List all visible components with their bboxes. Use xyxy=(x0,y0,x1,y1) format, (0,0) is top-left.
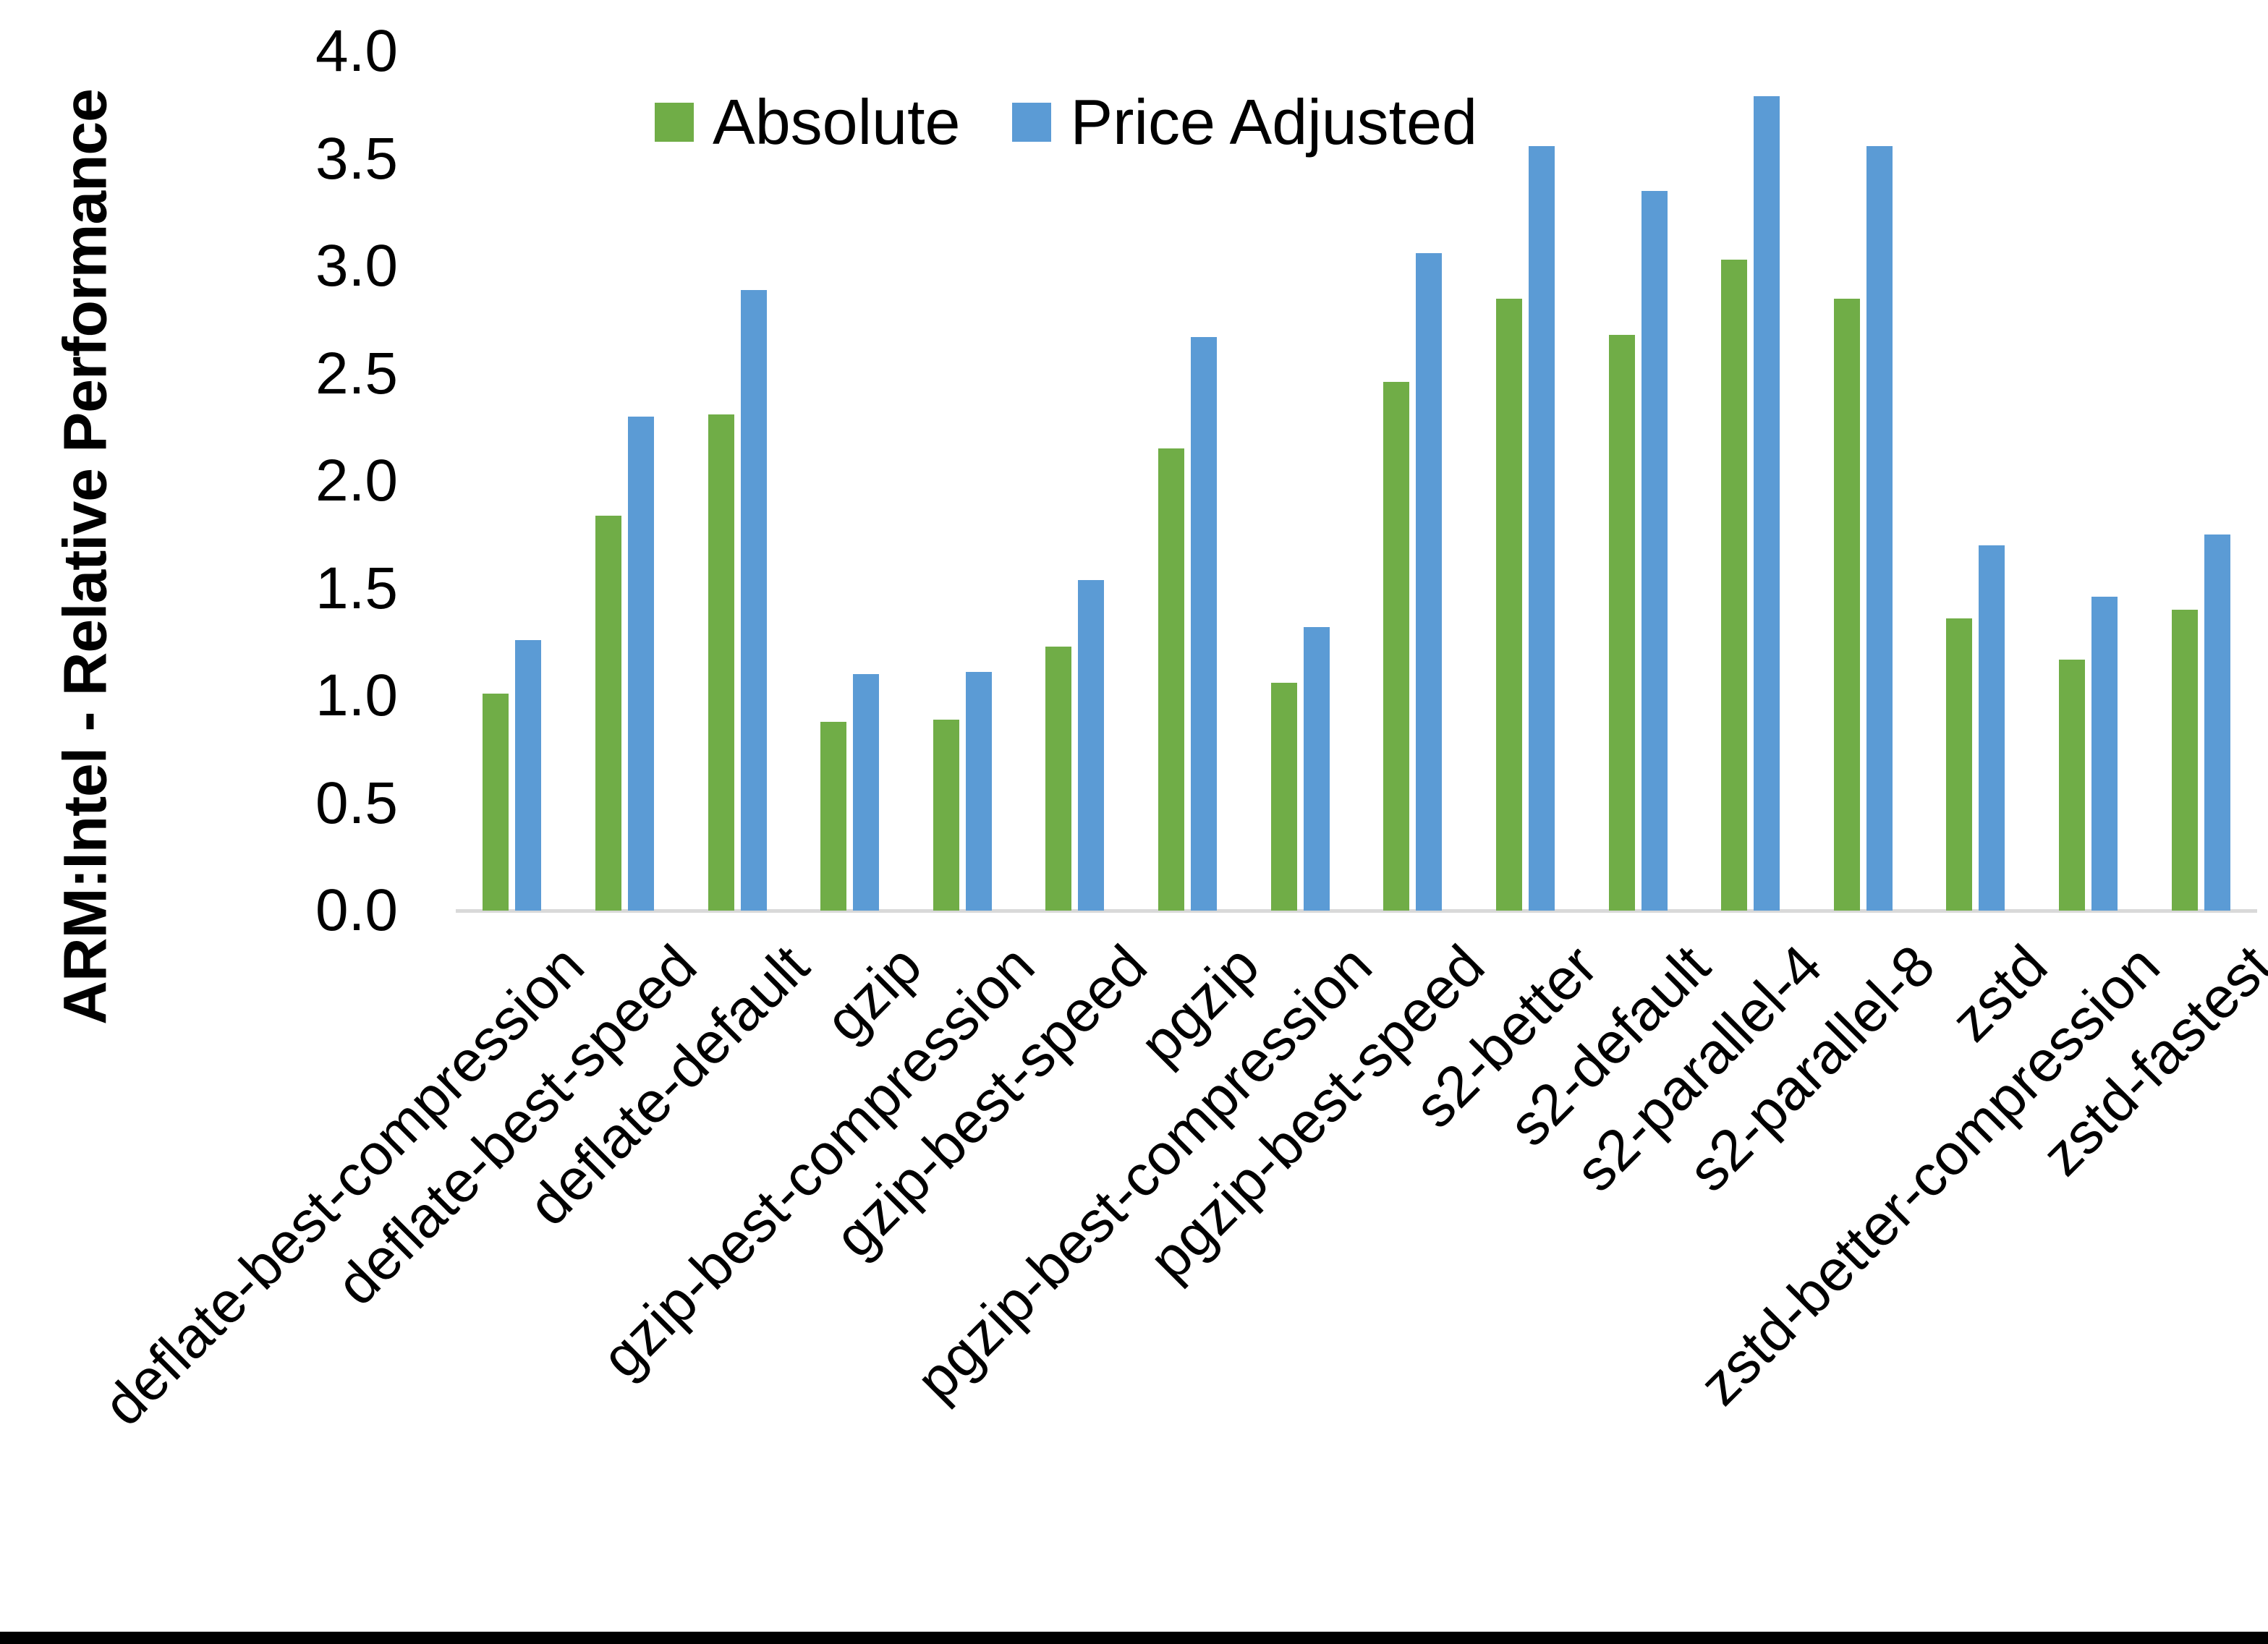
y-tick-label-1.5: 1.5 xyxy=(315,555,398,621)
bar-price-adjusted-pgzip-best-compression xyxy=(1303,626,1330,911)
bar-absolute-deflate-best-speed xyxy=(595,515,621,911)
y-tick-label-0.0: 0.0 xyxy=(315,877,398,943)
bar-price-adjusted-zstd-fastest xyxy=(2204,534,2230,911)
bar-group-gzip-best-speed xyxy=(1019,51,1131,911)
bar-price-adjusted-gzip xyxy=(853,674,880,911)
bar-price-adjusted-pgzip xyxy=(1191,337,1218,911)
bottom-border-line xyxy=(0,1632,2268,1644)
bar-absolute-pgzip xyxy=(1158,448,1185,911)
bar-price-adjusted-s2-better xyxy=(1528,145,1555,911)
bar-group-s2-default xyxy=(1581,51,1694,911)
bar-absolute-gzip-best-compression xyxy=(933,719,959,911)
chart-legend: Absolute Price Adjusted xyxy=(655,90,1477,154)
legend-item-absolute: Absolute xyxy=(655,90,960,154)
bar-absolute-pgzip-best-compression xyxy=(1270,683,1297,911)
y-tick-label-3.0: 3.0 xyxy=(315,233,398,299)
bar-group-s2-parallel-4 xyxy=(1694,51,1807,911)
bar-group-gzip-best-compression xyxy=(906,51,1019,911)
bar-price-adjusted-deflate-best-speed xyxy=(627,416,654,911)
bar-group-zstd-better-compression xyxy=(2032,51,2145,911)
bar-group-s2-better xyxy=(1469,51,1582,911)
plot-area xyxy=(456,51,2257,911)
bar-absolute-pgzip-best-speed xyxy=(1383,382,1410,911)
bar-group-zstd xyxy=(1919,51,2032,911)
bar-group-zstd-fastest xyxy=(2144,51,2257,911)
bar-price-adjusted-deflate-best-compression xyxy=(515,639,542,911)
bar-group-pgzip-best-compression xyxy=(1244,51,1356,911)
bar-price-adjusted-s2-parallel-8 xyxy=(1866,145,1893,911)
bar-price-adjusted-gzip-best-compression xyxy=(965,672,992,911)
legend-label-absolute: Absolute xyxy=(713,86,961,158)
bar-price-adjusted-pgzip-best-speed xyxy=(1416,253,1443,911)
bar-group-pgzip-best-speed xyxy=(1356,51,1469,911)
bar-price-adjusted-zstd-better-compression xyxy=(2091,597,2118,911)
y-tick-label-1.0: 1.0 xyxy=(315,663,398,728)
y-axis-title: ARM:Intel - Relative Performance xyxy=(51,89,119,1025)
bar-absolute-gzip xyxy=(820,721,847,911)
legend-swatch-icon-price-adjusted xyxy=(1012,103,1052,142)
bar-price-adjusted-s2-parallel-4 xyxy=(1754,96,1780,911)
bar-absolute-s2-default xyxy=(1608,335,1635,911)
bar-absolute-zstd-better-compression xyxy=(2059,659,2086,911)
bar-group-deflate-best-compression xyxy=(456,51,569,911)
y-tick-label-4.0: 4.0 xyxy=(315,18,398,84)
bar-absolute-s2-better xyxy=(1495,298,1522,911)
y-tick-label-2.0: 2.0 xyxy=(315,448,398,514)
legend-label-price-adjusted: Price Adjusted xyxy=(1070,86,1478,158)
bar-price-adjusted-gzip-best-speed xyxy=(1078,579,1105,911)
bar-price-adjusted-s2-default xyxy=(1641,191,1668,911)
y-tick-label-3.5: 3.5 xyxy=(315,125,398,192)
bar-absolute-gzip-best-speed xyxy=(1045,646,1072,911)
bar-group-gzip xyxy=(794,51,906,911)
bar-price-adjusted-zstd xyxy=(1979,545,2005,911)
x-axis-line xyxy=(456,909,2257,913)
bar-absolute-deflate-default xyxy=(708,414,734,911)
bar-absolute-zstd xyxy=(1946,618,1973,911)
bar-group-deflate-best-speed xyxy=(569,51,681,911)
y-tick-label-0.5: 0.5 xyxy=(315,770,398,836)
bar-group-deflate-default xyxy=(681,51,794,911)
bar-absolute-s2-parallel-8 xyxy=(1833,298,1860,911)
bar-group-pgzip xyxy=(1131,51,1244,911)
bar-absolute-deflate-best-compression xyxy=(483,694,509,911)
y-tick-label-2.5: 2.5 xyxy=(315,340,398,406)
bar-price-adjusted-deflate-default xyxy=(740,289,767,911)
bar-absolute-s2-parallel-4 xyxy=(1721,260,1748,911)
bar-group-s2-parallel-8 xyxy=(1807,51,1920,911)
legend-item-price-adjusted: Price Adjusted xyxy=(1012,90,1477,154)
bar-absolute-zstd-fastest xyxy=(2171,610,2198,911)
legend-swatch-icon-absolute xyxy=(655,103,694,142)
